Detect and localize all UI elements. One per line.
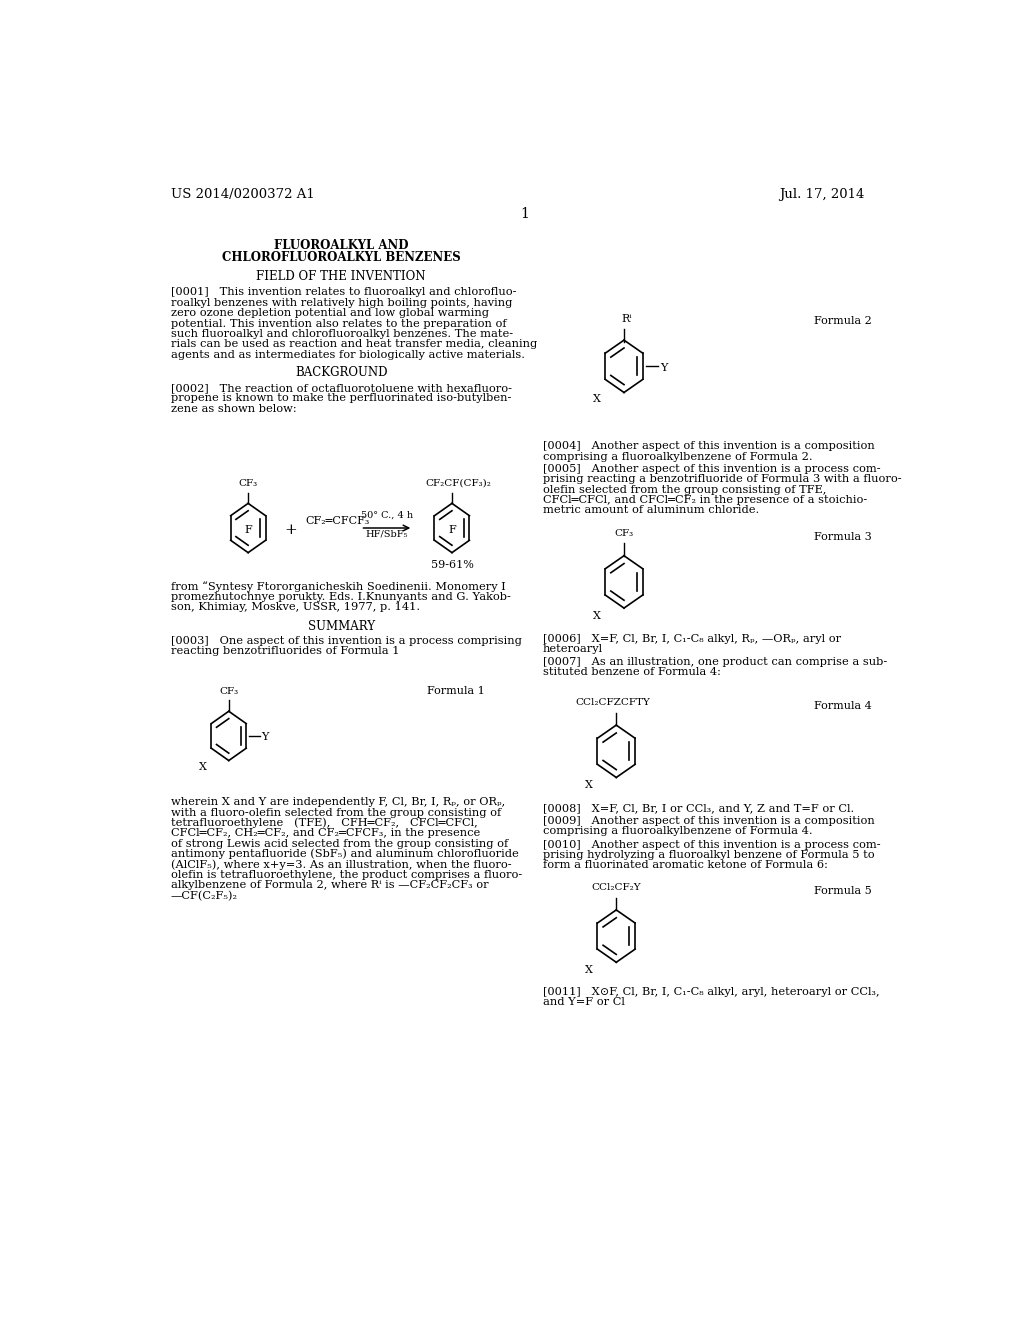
Text: wherein X and Y are independently F, Cl, Br, I, Rₚ, or ORₚ,: wherein X and Y are independently F, Cl,… — [171, 797, 505, 808]
Text: Y: Y — [659, 363, 667, 372]
Text: stituted benzene of Formula 4:: stituted benzene of Formula 4: — [543, 667, 721, 677]
Text: [0011]   X⊙F, Cl, Br, I, C₁-C₈ alkyl, aryl, heteroaryl or CCl₃,: [0011] X⊙F, Cl, Br, I, C₁-C₈ alkyl, aryl… — [543, 986, 880, 997]
Text: CFCl═CF₂, CH₂═CF₂, and CF₂═CFCF₃, in the presence: CFCl═CF₂, CH₂═CF₂, and CF₂═CFCF₃, in the… — [171, 829, 480, 838]
Text: CCl₂CFZCFTY: CCl₂CFZCFTY — [574, 698, 650, 708]
Text: SUMMARY: SUMMARY — [307, 619, 375, 632]
Text: reacting benzotrifluorides of Formula 1: reacting benzotrifluorides of Formula 1 — [171, 645, 399, 656]
Text: [0003]   One aspect of this invention is a process comprising: [0003] One aspect of this invention is a… — [171, 635, 521, 645]
Text: prising hydrolyzing a fluoroalkyl benzene of Formula 5 to: prising hydrolyzing a fluoroalkyl benzen… — [543, 850, 874, 859]
Text: CF₃: CF₃ — [614, 529, 634, 537]
Text: form a fluorinated aromatic ketone of Formula 6:: form a fluorinated aromatic ketone of Fo… — [543, 861, 827, 870]
Text: antimony pentafluoride (SbF₅) and aluminum chlorofluoride: antimony pentafluoride (SbF₅) and alumin… — [171, 849, 518, 859]
Text: of strong Lewis acid selected from the group consisting of: of strong Lewis acid selected from the g… — [171, 838, 508, 849]
Text: tetrafluoroethylene   (TFE),   CFH═CF₂,   CFCl═CFCl,: tetrafluoroethylene (TFE), CFH═CF₂, CFCl… — [171, 817, 477, 828]
Text: [0001]   This invention relates to fluoroalkyl and chlorofluo-: [0001] This invention relates to fluoroa… — [171, 288, 516, 297]
Text: from “Syntesy Ftororganicheskih Soedinenii. Monomery I: from “Syntesy Ftororganicheskih Soedinen… — [171, 581, 506, 591]
Text: 59-61%: 59-61% — [430, 560, 473, 570]
Text: FIELD OF THE INVENTION: FIELD OF THE INVENTION — [256, 271, 426, 282]
Text: [0007]   As an illustration, one product can comprise a sub-: [0007] As an illustration, one product c… — [543, 657, 887, 667]
Text: FLUOROALKYL AND: FLUOROALKYL AND — [273, 239, 409, 252]
Text: potential. This invention also relates to the preparation of: potential. This invention also relates t… — [171, 318, 506, 329]
Text: HF/SbF₅: HF/SbF₅ — [366, 529, 409, 539]
Text: —CF(C₂F₅)₂: —CF(C₂F₅)₂ — [171, 891, 238, 900]
Text: BACKGROUND: BACKGROUND — [295, 366, 387, 379]
Text: roalkyl benzenes with relatively high boiling points, having: roalkyl benzenes with relatively high bo… — [171, 298, 512, 308]
Text: X: X — [586, 780, 593, 791]
Text: X: X — [593, 611, 601, 620]
Text: Jul. 17, 2014: Jul. 17, 2014 — [779, 189, 864, 202]
Text: with a fluoro-olefin selected from the group consisting of: with a fluoro-olefin selected from the g… — [171, 808, 501, 817]
Text: [0010]   Another aspect of this invention is a process com-: [0010] Another aspect of this invention … — [543, 840, 881, 850]
Text: Formula 5: Formula 5 — [814, 886, 872, 896]
Text: heteroaryl: heteroaryl — [543, 644, 603, 653]
Text: metric amount of aluminum chloride.: metric amount of aluminum chloride. — [543, 506, 759, 515]
Text: F: F — [449, 524, 456, 535]
Text: zene as shown below:: zene as shown below: — [171, 404, 296, 413]
Text: CHLOROFLUOROALKYL BENZENES: CHLOROFLUOROALKYL BENZENES — [222, 251, 461, 264]
Text: promezhutochnye porukty. Eds. I.Knunyants and G. Yakob-: promezhutochnye porukty. Eds. I.Knunyant… — [171, 591, 511, 602]
Text: CF₂CF(CF₃)₂: CF₂CF(CF₃)₂ — [425, 479, 492, 487]
Text: +: + — [285, 523, 297, 536]
Text: CF₃: CF₃ — [239, 479, 258, 487]
Text: Formula 3: Formula 3 — [814, 532, 872, 541]
Text: olefin is tetrafluoroethylene, the product comprises a fluoro-: olefin is tetrafluoroethylene, the produ… — [171, 870, 522, 880]
Text: comprising a fluoroalkylbenzene of Formula 2.: comprising a fluoroalkylbenzene of Formu… — [543, 451, 812, 462]
Text: [0004]   Another aspect of this invention is a composition: [0004] Another aspect of this invention … — [543, 441, 874, 451]
Text: zero ozone depletion potential and low global warming: zero ozone depletion potential and low g… — [171, 309, 488, 318]
Text: (AlClF₅), where x+y=3. As an illustration, when the fluoro-: (AlClF₅), where x+y=3. As an illustratio… — [171, 859, 511, 870]
Text: [0008]   X=F, Cl, Br, I or CCl₃, and Y, Z and T=F or Cl.: [0008] X=F, Cl, Br, I or CCl₃, and Y, Z … — [543, 804, 854, 813]
Text: US 2014/0200372 A1: US 2014/0200372 A1 — [171, 189, 314, 202]
Text: alkylbenzene of Formula 2, where Rⁱ is —CF₂CF₂CF₃ or: alkylbenzene of Formula 2, where Rⁱ is —… — [171, 880, 488, 891]
Text: agents and as intermediates for biologically active materials.: agents and as intermediates for biologic… — [171, 350, 524, 360]
Text: Rⁱ: Rⁱ — [622, 314, 633, 323]
Text: CCl₂CF₂Y: CCl₂CF₂Y — [592, 883, 641, 892]
Text: olefin selected from the group consisting of TFE,: olefin selected from the group consistin… — [543, 484, 826, 495]
Text: comprising a fluoroalkylbenzene of Formula 4.: comprising a fluoroalkylbenzene of Formu… — [543, 826, 812, 836]
Text: X: X — [200, 762, 207, 772]
Text: Formula 2: Formula 2 — [814, 315, 872, 326]
Text: [0005]   Another aspect of this invention is a process com-: [0005] Another aspect of this invention … — [543, 463, 881, 474]
Text: 50° C., 4 h: 50° C., 4 h — [360, 511, 413, 519]
Text: CF₂═CFCF₃: CF₂═CFCF₃ — [305, 516, 370, 527]
Text: such fluoroalkyl and chlorofluoroalkyl benzenes. The mate-: such fluoroalkyl and chlorofluoroalkyl b… — [171, 329, 513, 339]
Text: son, Khimiay, Moskve, USSR, 1977, p. 141.: son, Khimiay, Moskve, USSR, 1977, p. 141… — [171, 602, 420, 612]
Text: 1: 1 — [520, 207, 529, 222]
Text: X: X — [593, 393, 601, 404]
Text: Formula 1: Formula 1 — [427, 685, 484, 696]
Text: Formula 4: Formula 4 — [814, 701, 872, 711]
Text: and Y=F or Cl: and Y=F or Cl — [543, 997, 625, 1007]
Text: prising reacting a benzotrifluoride of Formula 3 with a fluoro-: prising reacting a benzotrifluoride of F… — [543, 474, 901, 484]
Text: Y: Y — [261, 733, 268, 742]
Text: propene is known to make the perfluorinated iso-butylben-: propene is known to make the perfluorina… — [171, 393, 511, 404]
Text: F: F — [245, 524, 252, 535]
Text: [0009]   Another aspect of this invention is a composition: [0009] Another aspect of this invention … — [543, 816, 874, 826]
Text: CFCl═CFCl, and CFCl═CF₂ in the presence of a stoichio-: CFCl═CFCl, and CFCl═CF₂ in the presence … — [543, 495, 867, 506]
Text: [0006]   X=F, Cl, Br, I, C₁-C₈ alkyl, Rₚ, —ORₚ, aryl or: [0006] X=F, Cl, Br, I, C₁-C₈ alkyl, Rₚ, … — [543, 634, 841, 644]
Text: X: X — [586, 965, 593, 975]
Text: CF₃: CF₃ — [219, 686, 239, 696]
Text: rials can be used as reaction and heat transfer media, cleaning: rials can be used as reaction and heat t… — [171, 339, 537, 350]
Text: [0002]   The reaction of octafluorotoluene with hexafluoro-: [0002] The reaction of octafluorotoluene… — [171, 383, 512, 393]
